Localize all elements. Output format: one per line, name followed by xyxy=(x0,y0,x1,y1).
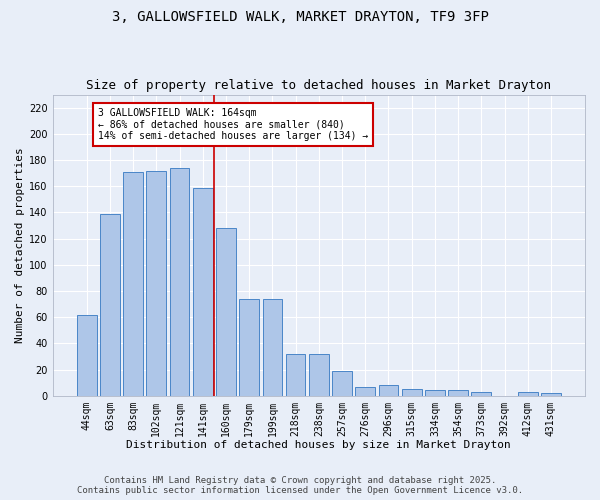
Bar xyxy=(379,385,398,396)
Bar xyxy=(286,354,305,396)
Bar xyxy=(425,390,445,396)
Bar xyxy=(216,228,236,396)
Text: 3 GALLOWSFIELD WALK: 164sqm
← 86% of detached houses are smaller (840)
14% of se: 3 GALLOWSFIELD WALK: 164sqm ← 86% of det… xyxy=(98,108,368,141)
Text: Contains HM Land Registry data © Crown copyright and database right 2025.
Contai: Contains HM Land Registry data © Crown c… xyxy=(77,476,523,495)
Bar xyxy=(77,314,97,396)
Bar xyxy=(309,354,329,396)
Bar xyxy=(146,170,166,396)
Y-axis label: Number of detached properties: Number of detached properties xyxy=(15,148,25,343)
Bar xyxy=(518,392,538,396)
Bar xyxy=(239,299,259,396)
Bar xyxy=(193,188,212,396)
Bar xyxy=(100,214,120,396)
Bar xyxy=(355,386,375,396)
Bar xyxy=(541,393,561,396)
X-axis label: Distribution of detached houses by size in Market Drayton: Distribution of detached houses by size … xyxy=(127,440,511,450)
Bar xyxy=(123,172,143,396)
Text: 3, GALLOWSFIELD WALK, MARKET DRAYTON, TF9 3FP: 3, GALLOWSFIELD WALK, MARKET DRAYTON, TF… xyxy=(112,10,488,24)
Bar xyxy=(402,389,422,396)
Bar xyxy=(263,299,282,396)
Bar xyxy=(332,371,352,396)
Bar xyxy=(472,392,491,396)
Bar xyxy=(170,168,190,396)
Title: Size of property relative to detached houses in Market Drayton: Size of property relative to detached ho… xyxy=(86,79,551,92)
Bar xyxy=(448,390,468,396)
